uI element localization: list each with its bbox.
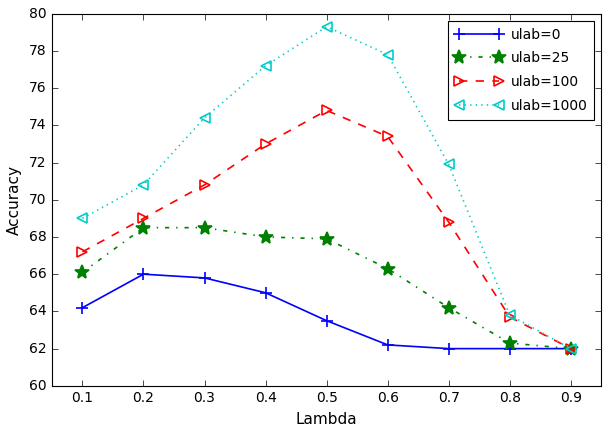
ulab=1000 xyxy=(262,63,269,69)
ulab=0 xyxy=(201,275,208,280)
ulab=0 xyxy=(262,290,269,296)
ulab=1000 xyxy=(567,346,575,351)
ulab=100 xyxy=(567,346,575,351)
ulab=25 xyxy=(79,270,86,275)
ulab=25 xyxy=(262,234,269,240)
Line: ulab=100: ulab=100 xyxy=(78,105,576,353)
Y-axis label: Accuracy: Accuracy xyxy=(7,165,22,235)
ulab=100 xyxy=(384,134,392,139)
ulab=0 xyxy=(79,305,86,310)
ulab=1000 xyxy=(140,182,147,187)
ulab=1000 xyxy=(384,52,392,57)
Legend: ulab=0, ulab=25, ulab=100, ulab=1000: ulab=0, ulab=25, ulab=100, ulab=1000 xyxy=(448,20,595,120)
ulab=0 xyxy=(445,346,452,351)
ulab=25 xyxy=(323,236,330,241)
ulab=25 xyxy=(506,340,513,345)
ulab=100 xyxy=(201,182,208,187)
ulab=25 xyxy=(201,225,208,230)
ulab=25 xyxy=(567,346,575,351)
ulab=25 xyxy=(384,266,392,271)
ulab=0 xyxy=(140,272,147,277)
ulab=0 xyxy=(323,318,330,323)
ulab=0 xyxy=(567,346,575,351)
ulab=1000 xyxy=(506,312,513,318)
ulab=100 xyxy=(140,216,147,221)
Line: ulab=25: ulab=25 xyxy=(75,221,578,355)
ulab=25 xyxy=(140,225,147,230)
Line: ulab=0: ulab=0 xyxy=(77,269,576,354)
ulab=25 xyxy=(445,305,452,310)
Line: ulab=1000: ulab=1000 xyxy=(78,22,576,353)
ulab=1000 xyxy=(79,216,86,221)
ulab=1000 xyxy=(445,162,452,167)
X-axis label: Lambda: Lambda xyxy=(296,412,358,427)
ulab=0 xyxy=(506,346,513,351)
ulab=100 xyxy=(323,108,330,113)
ulab=100 xyxy=(262,141,269,147)
ulab=100 xyxy=(445,220,452,225)
ulab=0 xyxy=(384,342,392,348)
ulab=1000 xyxy=(201,115,208,121)
ulab=100 xyxy=(506,314,513,319)
ulab=1000 xyxy=(323,24,330,30)
ulab=100 xyxy=(79,249,86,254)
